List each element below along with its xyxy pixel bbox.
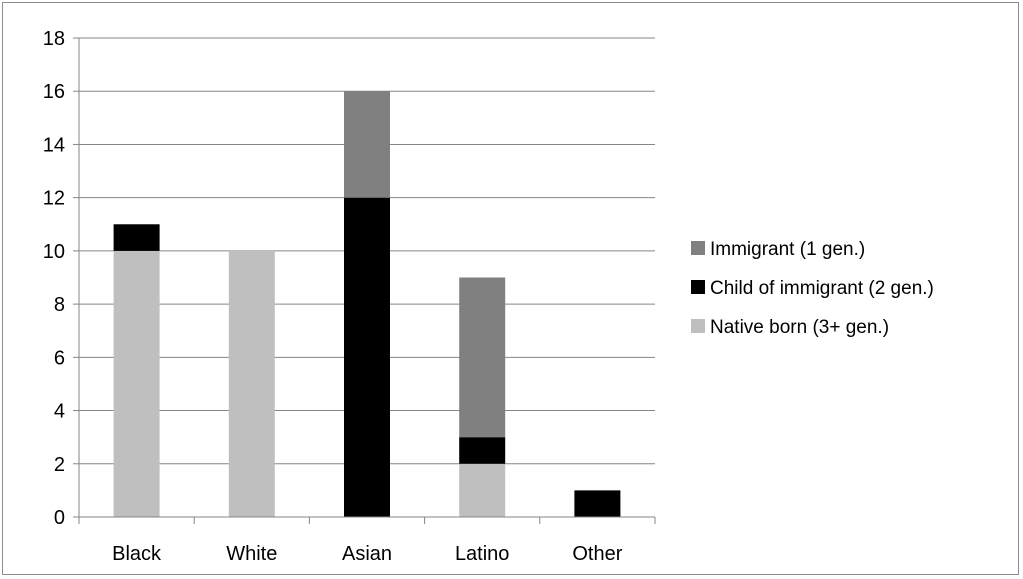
bar-white-native-born-3-gen	[228, 250, 275, 517]
x-tick-labels: Black White Asian Latino Other	[112, 543, 623, 565]
y-tick-labels: 0 2 4 6 8 10 12 14 16 18	[43, 28, 65, 529]
legend-label-immigrant-1-gen: Immigrant (1 gen.)	[710, 239, 865, 260]
bar-asian-immigrant-1-gen	[344, 91, 390, 198]
y-tick-label-2: 2	[54, 454, 65, 476]
y-tick-label-14: 14	[43, 134, 65, 156]
legend: Immigrant (1 gen.) Child of immigrant (2 …	[691, 239, 934, 338]
x-tick-label-latino: Latino	[455, 543, 510, 565]
y-tick-label-16: 16	[43, 81, 65, 103]
bars	[113, 91, 621, 517]
bar-latino-immigrant-1-gen	[459, 277, 506, 438]
legend-swatch-native-born-3-gen	[691, 319, 705, 333]
x-tick-label-asian: Asian	[342, 543, 392, 565]
y-tick-label-10: 10	[43, 241, 65, 263]
y-tick-label-0: 0	[54, 507, 65, 529]
legend-swatch-child-of-immigrant-2-gen	[691, 280, 705, 294]
stacked-bar-chart: 0 2 4 6 8 10 12 14 16 18 Black White Asian Latino Oth…	[43, 28, 934, 565]
legend-swatch-immigrant-1-gen	[691, 241, 705, 255]
y-tick-label-4: 4	[54, 401, 65, 423]
bar-black-native-born-3-gen	[113, 250, 160, 517]
y-tick-label-12: 12	[43, 188, 65, 210]
x-tick-label-black: Black	[112, 543, 162, 565]
y-tick-label-6: 6	[54, 347, 65, 369]
bar-black-child-of-immigrant-2-gen	[113, 224, 160, 251]
bar-asian-child-of-immigrant-2-gen	[344, 197, 390, 517]
x-tick-label-white: White	[226, 543, 277, 565]
bar-other-child-of-immigrant-2-gen	[574, 490, 621, 517]
bar-latino-child-of-immigrant-2-gen	[459, 437, 506, 464]
x-tick-label-other: Other	[572, 543, 622, 565]
bar-latino-native-born-3-gen	[459, 463, 506, 517]
y-tick-label-8: 8	[54, 294, 65, 316]
axes	[73, 37, 656, 524]
legend-label-native-born-3-gen: Native born (3+ gen.)	[710, 317, 889, 338]
y-tick-label-18: 18	[43, 28, 65, 50]
legend-label-child-of-immigrant-2-gen: Child of immigrant (2 gen.)	[710, 278, 934, 299]
